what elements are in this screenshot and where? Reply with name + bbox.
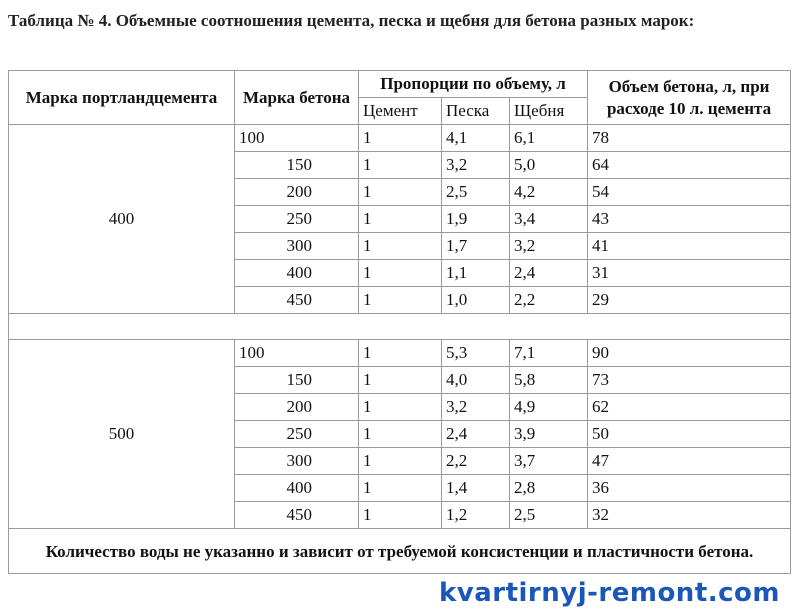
gravel-cell: 2,2	[508, 286, 589, 314]
table-row: 400 1 1,1 2,4 31	[9, 259, 792, 287]
table-title: Таблица № 4. Объемные соотношения цемент…	[8, 11, 695, 30]
sand-cell: 1,0	[441, 286, 510, 314]
gravel-cell: 3,7	[508, 447, 589, 475]
cement-cell: 1	[358, 501, 442, 529]
cement-cell: 1	[358, 286, 442, 314]
cement-cell: 1	[358, 259, 442, 287]
concrete-grade-cell: 450	[234, 286, 359, 314]
volume-cell: 90	[587, 339, 792, 367]
table-row: 200 1 2,5 4,2 54	[9, 178, 792, 206]
gravel-cell: 5,0	[508, 151, 589, 179]
header-cement-grade: Марка портландцемента	[8, 70, 235, 125]
table-row: 450 1 1,0 2,2 29	[9, 286, 792, 314]
volume-cell: 62	[587, 393, 792, 421]
gravel-cell: 6,1	[508, 124, 589, 152]
footnote: Количество воды не указанно и зависит от…	[7, 528, 792, 574]
table-row: 250 1 2,4 3,9 50	[9, 420, 792, 448]
sand-cell: 5,3	[441, 339, 510, 367]
header-gravel: Щебня	[508, 97, 589, 125]
volume-cell: 36	[587, 474, 792, 502]
volume-cell: 73	[587, 366, 792, 394]
gravel-cell: 2,5	[508, 501, 589, 529]
concrete-grade-cell: 100	[234, 339, 359, 367]
gravel-cell: 3,9	[508, 420, 589, 448]
concrete-grade-cell: 300	[234, 447, 359, 475]
table-row: 400 1 1,4 2,8 36	[9, 474, 792, 502]
sand-cell: 2,5	[441, 178, 510, 206]
cement-cell: 1	[358, 474, 442, 502]
gravel-cell: 2,4	[508, 259, 589, 287]
gravel-cell: 4,2	[508, 178, 589, 206]
cement-cell: 1	[358, 178, 442, 206]
cement-cell: 1	[358, 393, 442, 421]
volume-cell: 29	[587, 286, 792, 314]
sand-cell: 1,1	[441, 259, 510, 287]
volume-cell: 31	[587, 259, 792, 287]
concrete-grade-cell: 450	[234, 501, 359, 529]
cement-cell: 1	[358, 205, 442, 233]
concrete-grade-cell: 250	[234, 205, 359, 233]
sand-cell: 4,0	[441, 366, 510, 394]
table-row: 250 1 1,9 3,4 43	[9, 205, 792, 233]
cement-cell: 1	[358, 366, 442, 394]
sand-cell: 1,9	[441, 205, 510, 233]
concrete-grade-cell: 150	[234, 151, 359, 179]
sand-cell: 2,2	[441, 447, 510, 475]
header-sand: Песка	[441, 97, 510, 125]
gravel-cell: 7,1	[508, 339, 589, 367]
gravel-cell: 3,2	[508, 232, 589, 260]
concrete-grade-cell: 300	[234, 232, 359, 260]
cement-grade-cell: 400	[8, 124, 235, 314]
concrete-grade-cell: 400	[234, 259, 359, 287]
sand-cell: 1,2	[441, 501, 510, 529]
header-cement: Цемент	[358, 97, 442, 125]
volume-cell: 54	[587, 178, 792, 206]
volume-cell: 64	[587, 151, 792, 179]
table-row: 300 1 2,2 3,7 47	[9, 447, 792, 475]
volume-cell: 50	[587, 420, 792, 448]
volume-cell: 41	[587, 232, 792, 260]
concrete-grade-cell: 200	[234, 178, 359, 206]
gravel-cell: 3,4	[508, 205, 589, 233]
concrete-grade-cell: 400	[234, 474, 359, 502]
spacer-row	[7, 313, 792, 340]
header-proportions: Пропорции по объему, л	[357, 70, 589, 98]
site-watermark: kvartirnyj-remont.com	[438, 578, 780, 608]
sand-cell: 1,4	[441, 474, 510, 502]
header-concrete-volume: Объем бетона, л, при расходе 10 л. цемен…	[587, 70, 792, 125]
table-body: 400 100 1 4,1 6,1 78 150 1 3,2 5,0 64 200 1 2,5 4,2 54 2…	[7, 124, 792, 574]
cement-cell: 1	[358, 124, 442, 152]
footnote-row: Количество воды не указанно и зависит от…	[7, 528, 792, 574]
table-row: 400 100 1 4,1 6,1 78	[8, 124, 792, 314]
concrete-grade-cell: 150	[234, 366, 359, 394]
header-concrete-grade: Марка бетона	[234, 70, 359, 125]
sand-cell: 3,2	[441, 393, 510, 421]
volume-cell: 78	[587, 124, 792, 152]
cement-grade-cell: 500	[8, 339, 235, 529]
cement-cell: 1	[358, 447, 442, 475]
table-row: 500 100 1 5,3 7,1 90	[8, 339, 792, 529]
proportions-table: Марка портландцемента Марка бетона Пропо…	[7, 70, 792, 574]
sand-cell: 1,7	[441, 232, 510, 260]
cement-cell: 1	[358, 339, 442, 367]
concrete-grade-cell: 100	[234, 124, 359, 152]
table-row: 200 1 3,2 4,9 62	[9, 393, 792, 421]
cement-cell: 1	[358, 232, 442, 260]
spacer-cell	[7, 313, 792, 340]
sand-cell: 3,2	[441, 151, 510, 179]
sand-cell: 4,1	[441, 124, 510, 152]
volume-cell: 47	[587, 447, 792, 475]
gravel-cell: 5,8	[508, 366, 589, 394]
cement-cell: 1	[358, 151, 442, 179]
sand-cell: 2,4	[441, 420, 510, 448]
table-row: 150 1 3,2 5,0 64	[9, 151, 792, 179]
gravel-cell: 4,9	[508, 393, 589, 421]
gravel-cell: 2,8	[508, 474, 589, 502]
volume-cell: 32	[587, 501, 792, 529]
cement-cell: 1	[358, 420, 442, 448]
concrete-grade-cell: 250	[234, 420, 359, 448]
concrete-grade-cell: 200	[234, 393, 359, 421]
table-row: 150 1 4,0 5,8 73	[9, 366, 792, 394]
volume-cell: 43	[587, 205, 792, 233]
